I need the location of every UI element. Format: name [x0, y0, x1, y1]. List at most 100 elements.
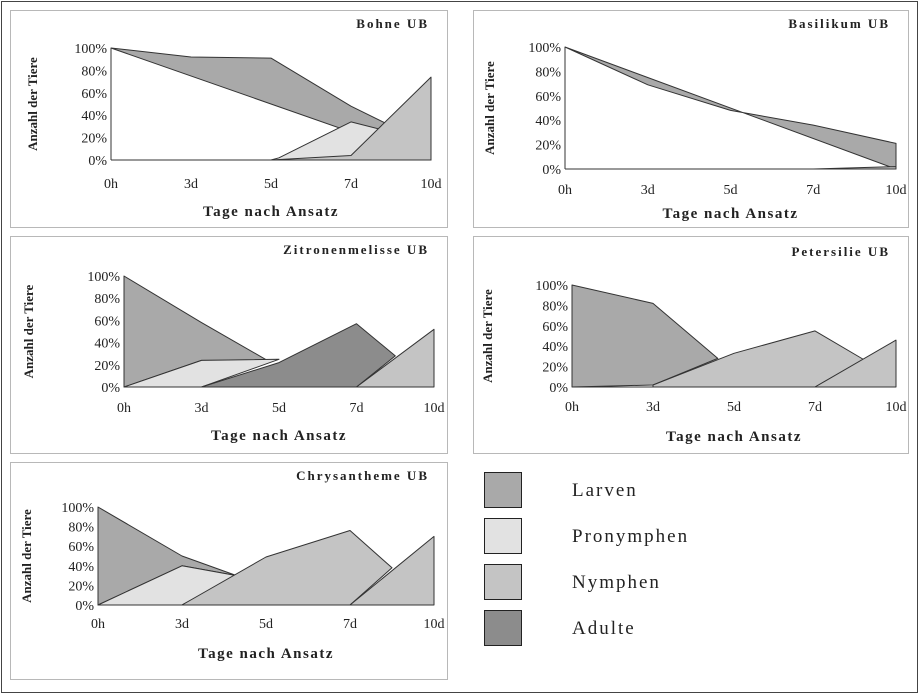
legend-label-larven: Larven — [572, 480, 638, 501]
y-tick-label: 20% — [535, 139, 561, 154]
y-tick-label: 80% — [81, 64, 107, 79]
legend-item-pronymphen: Pronymphen — [484, 518, 884, 558]
chart-panel-zitronenmelisse: 0% 20% 40% 60% 80% 100% 0h 3d 5d 7d 10d Zitronenmel… — [10, 236, 448, 454]
y-tick-label: 40% — [535, 114, 561, 129]
x-tick-label: 0h — [104, 177, 118, 192]
y-axis-title: Anzahl der Tiere — [21, 284, 36, 378]
y-tick-label: 80% — [94, 292, 120, 307]
chart-svg-chrysantheme-ub: 0% 20% 40% 60% 80% 100% 0h 3d 5d 7d 10d Chrysanthem… — [19, 468, 445, 662]
x-tick-label: 5d — [259, 617, 273, 632]
y-tick-label: 0% — [549, 381, 568, 396]
chart-svg-petersilie-ub: 0% 20% 40% 60% 80% 100% 0h 3d 5d 7d 10d Petersilie … — [480, 244, 907, 445]
chart-title: Zitronenmelisse UB — [283, 242, 429, 257]
y-tick-label: 80% — [68, 521, 94, 536]
y-tick-label: 100% — [74, 42, 107, 57]
x-tick-label: 10d — [886, 400, 907, 415]
legend-swatch-adulte — [484, 610, 522, 646]
y-tick-label: 60% — [68, 540, 94, 555]
area-series-nymphen — [181, 530, 393, 606]
x-tick-label: 10d — [886, 183, 907, 198]
y-tick-label: 40% — [542, 340, 568, 355]
y-tick-label: 40% — [68, 560, 94, 575]
chart-panel-chrysantheme: 0% 20% 40% 60% 80% 100% 0h 3d 5d 7d 10d Chrysanthem… — [10, 462, 448, 680]
x-tick-label: 0h — [117, 401, 131, 416]
y-tick-label: 0% — [88, 154, 107, 169]
x-tick-label: 7d — [343, 617, 357, 632]
y-tick-label: 20% — [68, 579, 94, 594]
legend: Larven Pronymphen Nymphen Adulte — [470, 470, 900, 670]
y-axis-title: Anzahl der Tiere — [480, 289, 495, 383]
x-tick-label: 10d — [424, 617, 445, 632]
y-tick-label: 60% — [535, 90, 561, 105]
x-tick-label: 0h — [565, 400, 579, 415]
legend-swatch-larven — [484, 472, 522, 508]
x-tick-label: 3d — [175, 617, 189, 632]
x-tick-label: 3d — [195, 401, 209, 416]
legend-label-nymphen: Nymphen — [572, 572, 661, 593]
chart-panel-bohne: 0% 20% 40% 60% 80% 100% 0h 3d 5d 7d 10d Bohne UB Tag… — [10, 10, 448, 228]
x-tick-label: 7d — [344, 177, 358, 192]
y-tick-label: 60% — [542, 320, 568, 335]
legend-item-larven: Larven — [484, 472, 884, 512]
y-tick-label: 40% — [94, 337, 120, 352]
y-tick-label: 100% — [87, 270, 120, 285]
y-tick-label: 0% — [75, 599, 94, 614]
x-axis-title: Tage nach Ansatz — [198, 646, 334, 662]
area-series-adulte — [201, 323, 396, 388]
chart-svg-zitronenmelisse-ub: 0% 20% 40% 60% 80% 100% 0h 3d 5d 7d 10d Zitronenmel… — [21, 242, 445, 444]
x-tick-label: 3d — [184, 177, 198, 192]
chart-panel-basilikum: 0% 20% 40% 60% 80% 100% 0h 3d 5d 7d 10d Basilikum U… — [473, 10, 909, 228]
legend-swatch-pronymphen — [484, 518, 522, 554]
area-series-nymphen — [349, 535, 435, 606]
legend-item-nymphen: Nymphen — [484, 564, 884, 604]
y-tick-label: 0% — [101, 381, 120, 396]
chart-svg-basilikum-ub: 0% 20% 40% 60% 80% 100% 0h 3d 5d 7d 10d Basilikum U… — [482, 16, 907, 222]
chart-title: Petersilie UB — [791, 244, 890, 259]
chart-title: Basilikum UB — [788, 16, 890, 31]
x-axis-title: Tage nach Ansatz — [666, 429, 802, 445]
y-tick-label: 60% — [81, 87, 107, 102]
y-axis-title: Anzahl der Tiere — [482, 61, 497, 155]
x-axis-title: Tage nach Ansatz — [663, 206, 799, 222]
y-tick-label: 40% — [81, 109, 107, 124]
legend-label-adulte: Adulte — [572, 618, 636, 639]
y-tick-label: 100% — [528, 41, 561, 56]
chart-title: Chrysantheme UB — [296, 468, 429, 483]
x-tick-label: 10d — [421, 177, 442, 192]
legend-swatch-nymphen — [484, 564, 522, 600]
y-tick-label: 0% — [542, 163, 561, 178]
x-tick-label: 5d — [724, 183, 738, 198]
y-tick-label: 20% — [81, 132, 107, 147]
y-tick-label: 80% — [535, 65, 561, 80]
x-tick-label: 5d — [264, 177, 278, 192]
x-tick-label: 0h — [91, 617, 105, 632]
area-series-nymphen — [270, 76, 432, 161]
y-tick-label: 60% — [94, 314, 120, 329]
x-tick-label: 10d — [424, 401, 445, 416]
x-tick-label: 7d — [350, 401, 364, 416]
x-tick-label: 5d — [727, 400, 741, 415]
y-tick-label: 80% — [542, 299, 568, 314]
x-axis-title: Tage nach Ansatz — [203, 204, 339, 220]
area-series-larven — [564, 46, 897, 170]
x-tick-label: 0h — [558, 183, 572, 198]
y-tick-label: 100% — [535, 279, 568, 294]
x-tick-label: 3d — [641, 183, 655, 198]
area-series-nymphen — [814, 339, 897, 388]
x-tick-label: 7d — [808, 400, 822, 415]
chart-title: Bohne UB — [356, 16, 429, 31]
y-tick-label: 100% — [61, 501, 94, 516]
area-series-nymphen — [812, 166, 897, 170]
legend-item-adulte: Adulte — [484, 610, 884, 650]
y-axis-title: Anzahl der Tiere — [25, 57, 40, 151]
x-tick-label: 3d — [646, 400, 660, 415]
area-series-larven — [571, 284, 719, 388]
y-tick-label: 20% — [542, 361, 568, 376]
y-axis-title: Anzahl der Tiere — [19, 509, 34, 603]
x-axis-title: Tage nach Ansatz — [211, 428, 347, 444]
x-tick-label: 7d — [806, 183, 820, 198]
y-tick-label: 20% — [94, 359, 120, 374]
chart-svg-bohne-ub: 0% 20% 40% 60% 80% 100% 0h 3d 5d 7d 10d Bohne UB Tag… — [25, 16, 442, 220]
area-series-pronymphen — [123, 358, 280, 388]
